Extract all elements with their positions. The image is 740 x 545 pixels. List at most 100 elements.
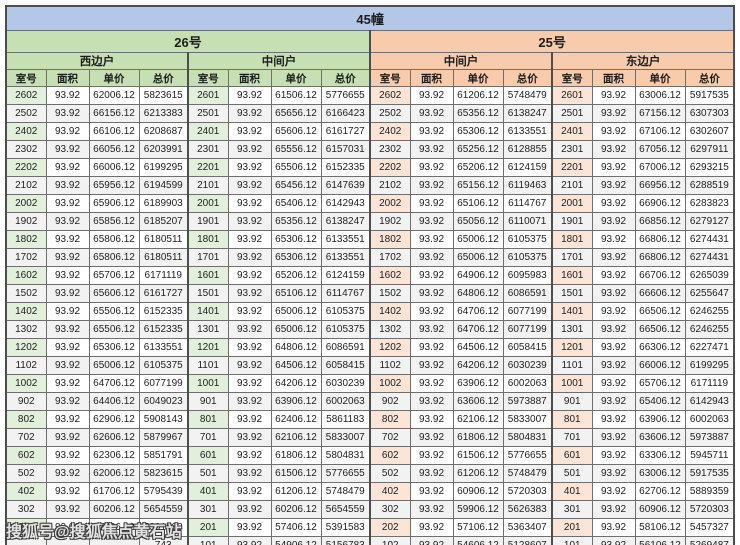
data-cell: 93.92 <box>45 122 90 141</box>
room-cell: 101 <box>551 536 593 545</box>
room-cell: 1502 <box>5 284 47 303</box>
data-cell: 6161727 <box>138 284 189 303</box>
data-cell: 5156783 <box>320 536 371 545</box>
room-cell: 101 <box>187 536 229 545</box>
data-cell: 6302607 <box>684 122 735 141</box>
data-cell: 93.92 <box>591 230 636 249</box>
room-cell: 2402 <box>369 122 411 141</box>
data-cell: 6142943 <box>320 194 371 213</box>
data-cell: 6002063 <box>684 410 735 429</box>
data-cell: 63606.12 <box>634 428 686 447</box>
data-cell: 5748479 <box>320 482 371 501</box>
room-cell: 902 <box>369 392 411 411</box>
data-cell: 6283823 <box>684 194 735 213</box>
data-cell: 6199295 <box>684 356 735 375</box>
room-cell: 1902 <box>369 212 411 231</box>
data-cell: 65256.12 <box>452 140 504 159</box>
data-cell: 65856.12 <box>88 212 140 231</box>
room-cell: 1802 <box>369 230 411 249</box>
room-cell: 201 <box>187 518 229 537</box>
column-header: 单价 <box>452 69 504 87</box>
room-cell: 701 <box>187 428 229 447</box>
data-cell: 63606.12 <box>452 392 504 411</box>
data-cell: 93.92 <box>45 194 90 213</box>
room-cell: 1501 <box>551 284 593 303</box>
data-cell: 62006.12 <box>88 86 140 105</box>
room-cell: 702 <box>369 428 411 447</box>
room-cell: 301 <box>187 500 229 519</box>
data-cell: 5879967 <box>138 428 189 447</box>
table-row: 1002 93.92 64706.12 6077199 1001 93.92 64206.1… <box>5 374 735 393</box>
data-cell: 93.92 <box>45 374 90 393</box>
section-header: 26号 <box>5 30 371 53</box>
data-cell: 61706.12 <box>88 482 140 501</box>
room-cell: 301 <box>551 500 593 519</box>
table-row: 1402 93.92 65506.12 6152335 1401 93.92 65006.1… <box>5 302 735 321</box>
data-cell: 6138247 <box>502 104 553 123</box>
room-cell: 2401 <box>551 122 593 141</box>
data-cell: 5795439 <box>138 482 189 501</box>
data-cell: 93.92 <box>227 140 272 159</box>
room-cell: 1702 <box>5 248 47 267</box>
data-cell: 66506.12 <box>634 320 686 339</box>
data-cell: 93.92 <box>591 320 636 339</box>
data-cell: 93.92 <box>227 446 272 465</box>
data-cell: 65006.12 <box>452 248 504 267</box>
data-cell: 93.92 <box>227 482 272 501</box>
room-cell: 801 <box>551 410 593 429</box>
room-cell: 1701 <box>187 248 229 267</box>
room-cell: 1301 <box>551 320 593 339</box>
room-cell: 1601 <box>551 266 593 285</box>
room-cell: 901 <box>187 392 229 411</box>
data-cell: 66806.12 <box>634 230 686 249</box>
data-cell: 65056.12 <box>452 212 504 231</box>
data-cell: 6171119 <box>684 374 735 393</box>
room-cell: 201 <box>551 518 593 537</box>
data-cell: 64706.12 <box>452 302 504 321</box>
data-cell: 6297911 <box>684 140 735 159</box>
data-cell: 6227471 <box>684 338 735 357</box>
data-cell: 61506.12 <box>270 86 322 105</box>
room-cell: 2401 <box>187 122 229 141</box>
data-cell: 65506.12 <box>88 302 140 321</box>
data-cell: 6105375 <box>320 320 371 339</box>
data-cell: 93.92 <box>591 266 636 285</box>
room-cell: 2502 <box>369 104 411 123</box>
data-cell: 93.92 <box>409 464 454 483</box>
data-cell: 93.92 <box>45 302 90 321</box>
data-cell: 64206.12 <box>452 356 504 375</box>
data-cell: 66156.12 <box>88 104 140 123</box>
data-cell: 93.92 <box>591 518 636 537</box>
data-cell: 93.92 <box>591 536 636 545</box>
room-cell: 2202 <box>5 158 47 177</box>
data-cell: 66806.12 <box>634 248 686 267</box>
table-row: 502 93.92 62006.12 5823615 501 93.92 61506.12 5… <box>5 464 735 483</box>
data-cell: 6147639 <box>320 176 371 195</box>
unit-group-header: 中间户 <box>369 52 553 70</box>
room-cell: 2501 <box>551 104 593 123</box>
data-cell: 93.92 <box>409 536 454 545</box>
data-cell: 5748479 <box>502 86 553 105</box>
data-cell: 66706.12 <box>634 266 686 285</box>
data-cell: 93.92 <box>45 212 90 231</box>
data-cell: 93.92 <box>227 518 272 537</box>
data-cell: 63006.12 <box>634 464 686 483</box>
data-cell: 6058415 <box>502 338 553 357</box>
data-cell: 93.92 <box>409 518 454 537</box>
data-cell: 60206.12 <box>270 500 322 519</box>
data-cell: 6265039 <box>684 266 735 285</box>
data-cell: 93.92 <box>227 428 272 447</box>
room-cell: 502 <box>5 464 47 483</box>
data-cell: 6161727 <box>320 122 371 141</box>
data-cell: 6077199 <box>502 302 553 321</box>
data-cell: 6077199 <box>502 320 553 339</box>
column-header-row: 室号 面积 单价 总价 室号 面积 单价 总价 室号 面积 单价 总价 室号 面积 单价 总价 <box>5 69 735 87</box>
table-row: 302 93.92 60206.12 5654559 301 93.92 60206.12 5… <box>5 500 735 519</box>
data-cell: 5861183 <box>320 410 371 429</box>
data-cell: 5804831 <box>502 428 553 447</box>
data-cell: 6049023 <box>138 392 189 411</box>
data-cell: 65556.12 <box>270 140 322 159</box>
table-row: 1902 93.92 65856.12 6185207 1901 93.92 65356.1… <box>5 212 735 231</box>
room-cell: 302 <box>5 500 47 519</box>
data-cell: 5776655 <box>502 446 553 465</box>
